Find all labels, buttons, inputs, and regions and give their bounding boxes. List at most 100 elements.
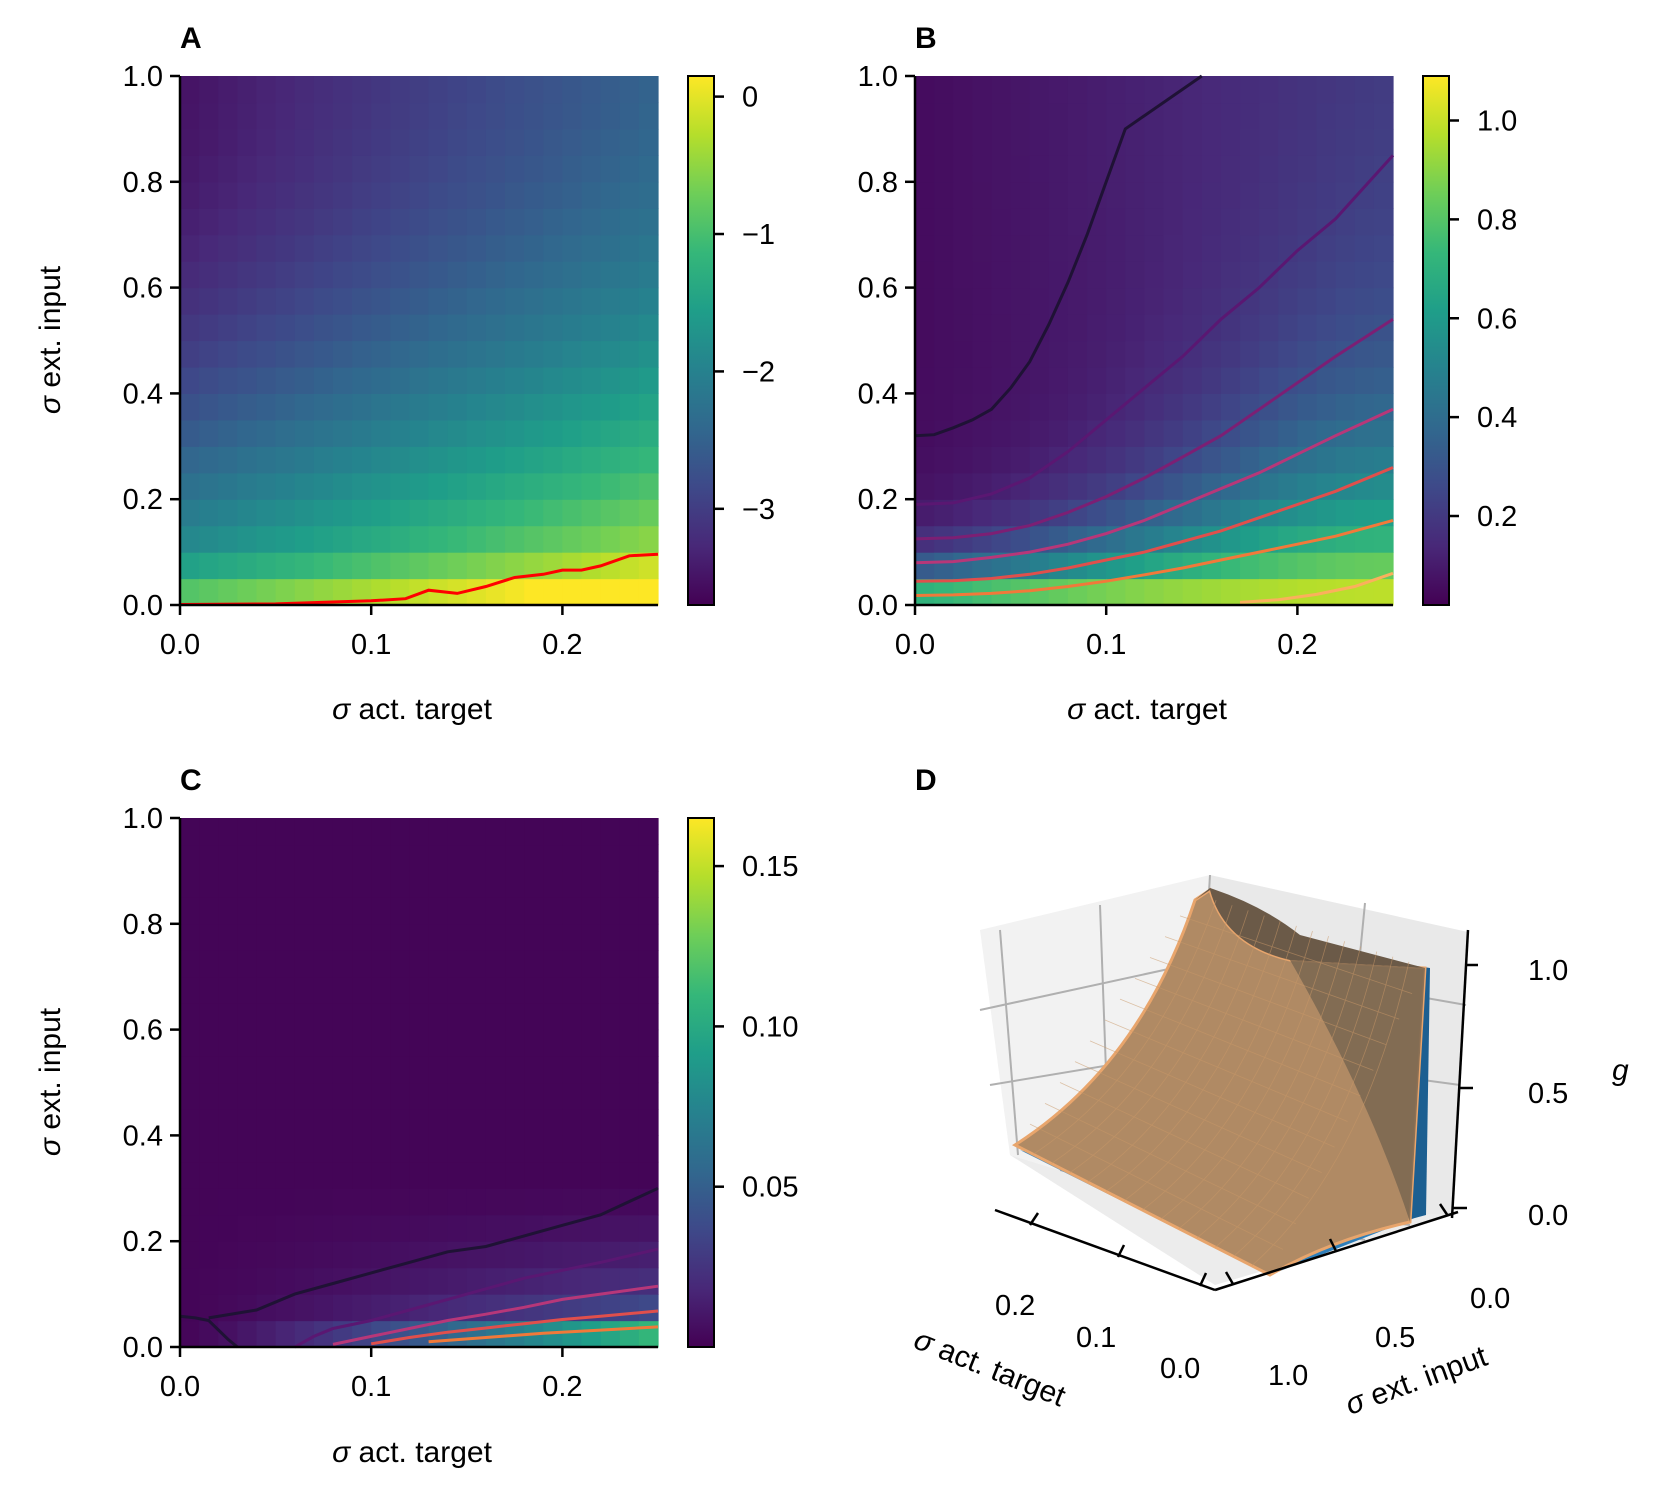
heatmap-cell — [409, 1029, 430, 1057]
heatmap-cell — [485, 525, 506, 553]
heatmap-cell — [256, 1294, 277, 1322]
heatmap-cell — [428, 923, 449, 951]
heatmap-cell — [1106, 499, 1126, 527]
mesh-line — [1134, 977, 1374, 1071]
heatmap-cell — [581, 472, 602, 500]
heatmap-cell — [600, 102, 621, 130]
heatmap-cell — [934, 208, 954, 236]
heatmap-cell — [1106, 155, 1126, 183]
heatmap-cell — [619, 1003, 640, 1031]
heatmap-cell — [915, 446, 935, 474]
heatmap-cell — [600, 446, 621, 474]
contour-line — [179, 1314, 239, 1349]
heatmap-cell — [428, 287, 449, 315]
heatmap-cell — [1029, 208, 1050, 236]
heatmap-cell — [1067, 366, 1088, 394]
heatmap-cell — [313, 446, 334, 474]
heatmap-cell — [1106, 419, 1126, 447]
heatmap-cell — [409, 950, 430, 978]
heatmap-cell — [1163, 287, 1184, 315]
contour-lines — [179, 552, 659, 606]
heatmap-cell — [218, 923, 238, 951]
heatmap-cell — [1106, 446, 1126, 474]
heatmap-cell — [352, 181, 372, 209]
heatmap-cell — [1067, 314, 1088, 342]
heatmap-cell — [313, 340, 334, 368]
heatmap-cell — [218, 234, 238, 262]
heatmap-cell — [1201, 552, 1222, 580]
heatmap-cell — [237, 1056, 258, 1084]
y-tick-label: 1.0 — [123, 803, 163, 835]
heatmap-cell — [485, 472, 506, 500]
z-tick-labels: 0.0 0.5 1.0 — [1528, 955, 1568, 1232]
heatmap-cell — [485, 128, 506, 156]
heatmap-cell — [619, 1320, 640, 1348]
heatmap-cell — [466, 181, 487, 209]
heatmap-cell — [1048, 366, 1069, 394]
heatmap-cell — [1259, 234, 1279, 262]
heatmap-cell — [505, 1082, 525, 1110]
heatmap-cell — [524, 870, 544, 898]
heatmap-cell — [934, 446, 954, 474]
heatmap-cell — [934, 314, 954, 342]
heatmap-cell — [1067, 155, 1088, 183]
heatmap-cell — [1316, 366, 1337, 394]
heatmap-cell — [524, 419, 544, 447]
heatmap-cell — [466, 1320, 487, 1348]
heatmap-cell — [1259, 552, 1279, 580]
heatmap-cell — [352, 1135, 372, 1163]
mesh-line — [1196, 946, 1362, 1239]
heatmap-cell — [237, 128, 258, 156]
heatmap-cell — [275, 340, 296, 368]
heatmap-cell — [199, 155, 219, 183]
heatmap-cell — [428, 446, 449, 474]
heatmap-cell — [1201, 578, 1222, 606]
heatmap-cell — [524, 1003, 544, 1031]
heatmap-cell — [505, 208, 525, 236]
heatmap-cell — [180, 1294, 200, 1322]
heatmap-cell — [485, 1267, 506, 1295]
heatmap-cell — [562, 1241, 583, 1269]
heatmap-cell — [953, 76, 973, 104]
heatmap-cell — [218, 155, 238, 183]
heatmap-cell — [562, 818, 583, 846]
heatmap-cell — [313, 181, 334, 209]
heatmap-cell — [275, 1161, 296, 1189]
heatmap-cell — [1029, 181, 1050, 209]
heatmap-cell — [1259, 76, 1279, 104]
heatmap-cell — [505, 419, 525, 447]
heatmap-cell — [543, 446, 563, 474]
heatmap-cell — [180, 578, 200, 606]
heatmap-cell — [218, 287, 238, 315]
heatmap-cell — [237, 552, 258, 580]
heatmap-cell — [543, 208, 563, 236]
heatmap-cell — [199, 923, 219, 951]
heatmap-cell — [562, 1320, 583, 1348]
heatmap-cell — [180, 897, 200, 925]
heatmap-cell — [332, 923, 353, 951]
heatmap-cell — [1201, 446, 1222, 474]
heatmap-cell — [180, 261, 200, 289]
heatmap-cell — [256, 897, 277, 925]
heatmap-cell — [991, 261, 1012, 289]
heatmap-cell — [180, 102, 200, 130]
heatmap-cell — [524, 950, 544, 978]
heatmap-cell — [390, 181, 411, 209]
heatmap-cell — [543, 1082, 563, 1110]
heatmap-cell — [275, 181, 296, 209]
heatmap-cell — [199, 870, 219, 898]
heatmap-cell — [600, 261, 621, 289]
heatmap-cell — [428, 1161, 449, 1189]
heatmap-cell — [256, 155, 277, 183]
heatmap-cell — [1278, 340, 1298, 368]
heatmap-cell — [218, 1056, 238, 1084]
heatmap-cell — [1259, 525, 1279, 553]
heatmap-cell — [218, 1241, 238, 1269]
heatmap-cell — [524, 393, 544, 421]
heatmap-cell — [466, 1135, 487, 1163]
heatmap-cell — [1125, 128, 1146, 156]
heatmap-cell — [485, 102, 506, 130]
heatmap-cell — [1297, 181, 1318, 209]
heatmap-cell — [390, 208, 411, 236]
heatmap-cell — [1259, 287, 1279, 315]
